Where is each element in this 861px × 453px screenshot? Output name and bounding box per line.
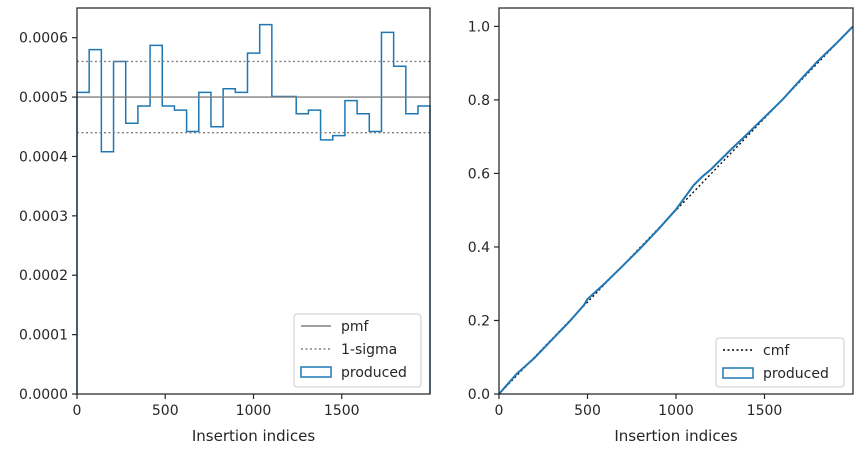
legend: pmf 1-sigma produced [293, 313, 422, 388]
legend-1-sigma-label: 1-sigma [341, 342, 397, 358]
y-tick-label: 0.0001 [19, 328, 68, 344]
x-tick-label: 1500 [324, 403, 360, 419]
x-tick-label: 500 [152, 403, 179, 419]
right-panel-cmf: 0 500 1000 1500 0.0 0.2 0.4 0.6 0.8 1.0 Insertion … [468, 7, 854, 445]
produced-step-line [76, 23, 431, 394]
y-tick-label: 0.0000 [19, 387, 68, 403]
y-tick-label: 0.0006 [19, 31, 68, 47]
x-tick-label: 500 [574, 403, 601, 419]
legend-produced-swatch [300, 366, 332, 378]
legend-produced-label: produced [341, 365, 407, 381]
legend-produced-swatch [722, 367, 754, 379]
y-tick-label: 0.0005 [19, 90, 68, 106]
y-tick-label: 0.4 [468, 240, 490, 256]
x-axis-label: Insertion indices [192, 427, 315, 445]
x-tick-label: 1000 [236, 403, 272, 419]
x-axis-label: Insertion indices [614, 427, 737, 445]
x-tick-label: 1000 [658, 403, 694, 419]
left-panel-pmf: 0 500 1000 1500 0.0000 0.0001 0.0002 0.0003 0.00… [19, 7, 431, 445]
y-tick-label: 0.2 [468, 313, 490, 329]
legend-produced-label: produced [763, 366, 829, 382]
y-tick-label: 1.0 [468, 19, 490, 35]
legend-box [715, 337, 845, 388]
y-tick-label: 0.8 [468, 93, 490, 109]
legend: cmf produced [715, 337, 845, 388]
x-tick-label: 0 [73, 403, 82, 419]
legend-box [293, 313, 422, 388]
x-tick-label: 0 [495, 403, 504, 419]
y-tick-label: 0.0003 [19, 209, 68, 225]
y-tick-label: 0.0004 [19, 149, 68, 165]
legend-pmf-label: pmf [341, 319, 370, 335]
x-tick-label: 1500 [747, 403, 783, 419]
y-tick-label: 0.0 [468, 387, 490, 403]
produced-line [498, 25, 854, 395]
y-tick-label: 0.0002 [19, 268, 68, 284]
legend-cmf-label: cmf [763, 343, 790, 359]
axes-frame [498, 7, 854, 395]
y-tick-label: 0.6 [468, 166, 490, 182]
